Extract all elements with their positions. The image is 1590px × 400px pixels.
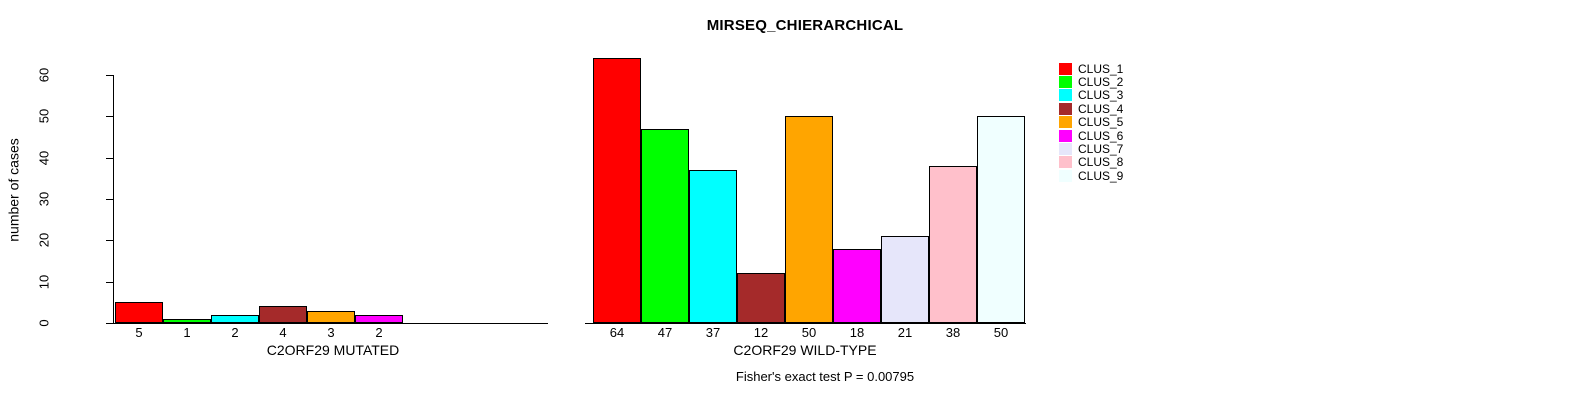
legend-item: CLUS_4 <box>1059 102 1123 115</box>
bar-label: 3 <box>327 325 335 340</box>
bar-label: 38 <box>945 325 961 340</box>
y-tick-label: 40 <box>36 150 52 166</box>
legend-item: CLUS_6 <box>1059 129 1123 142</box>
bar <box>737 273 785 323</box>
bar <box>593 58 641 323</box>
bar <box>259 306 307 323</box>
bar-label: 37 <box>705 325 721 340</box>
legend-item: CLUS_7 <box>1059 142 1124 157</box>
bar <box>689 170 737 323</box>
bar-label: 2 <box>231 325 239 340</box>
y-tick <box>106 323 113 324</box>
bar <box>355 315 403 323</box>
bar-label: 1 <box>183 325 191 340</box>
legend-label: CLUS_8 <box>1078 155 1124 170</box>
legend-swatch <box>1059 143 1072 156</box>
legend-label: CLUS_1 <box>1078 61 1124 76</box>
legend-label: CLUS_9 <box>1078 168 1124 183</box>
legend-item: CLUS_3 <box>1059 89 1123 102</box>
legend-swatch <box>1059 129 1072 142</box>
x-axis-title: C2ORF29 MUTATED <box>266 342 400 358</box>
legend-swatch <box>1059 169 1072 182</box>
bar-label: 18 <box>849 325 865 340</box>
legend-label: CLUS_7 <box>1078 142 1124 157</box>
bar-label: 4 <box>279 325 287 340</box>
legend-item: CLUS_1 <box>1059 62 1123 75</box>
legend-label: CLUS_5 <box>1078 115 1124 130</box>
bar <box>929 166 977 323</box>
stat-annotation: Fisher's exact test P = 0.00795 <box>735 369 915 384</box>
legend-item: CLUS_9 <box>1059 169 1123 182</box>
chart-title: MIRSEQ_CHIERARCHICAL <box>706 17 904 34</box>
y-tick-label: 0 <box>36 319 52 327</box>
bar <box>977 116 1025 323</box>
y-tick <box>106 240 113 241</box>
y-tick <box>106 282 113 283</box>
bar <box>881 236 929 323</box>
y-tick <box>106 158 113 159</box>
y-axis-title: number of cases <box>5 138 22 242</box>
y-tick-label: 60 <box>36 67 52 83</box>
legend-swatch <box>1059 116 1072 129</box>
bar <box>163 319 211 323</box>
legend-item: CLUS_8 <box>1059 156 1123 169</box>
bar <box>833 249 881 323</box>
bar-label: 5 <box>135 325 143 340</box>
bar <box>785 116 833 323</box>
legend-item: CLUS_5 <box>1059 116 1123 129</box>
legend-label: CLUS_4 <box>1078 101 1124 116</box>
legend-swatch <box>1059 156 1072 169</box>
y-tick <box>106 199 113 200</box>
legend: CLUS_1 CLUS_2 CLUS_3 CLUS_4 CLUS_5 CLUS_6 CLUS… <box>1059 62 1123 183</box>
bar-label: 12 <box>753 325 769 340</box>
bar-label: 2 <box>375 325 383 340</box>
legend-label: CLUS_2 <box>1078 75 1124 90</box>
y-tick <box>106 116 113 117</box>
bar <box>641 129 689 323</box>
y-axis-line <box>113 75 114 324</box>
legend-swatch <box>1059 62 1072 75</box>
legend-label: CLUS_6 <box>1078 128 1124 143</box>
legend-swatch <box>1059 76 1072 89</box>
y-tick <box>106 75 113 76</box>
y-tick-label: 50 <box>36 108 52 124</box>
legend-swatch <box>1059 89 1072 102</box>
bar <box>211 315 259 323</box>
bar-label: 50 <box>801 325 817 340</box>
y-tick-label: 20 <box>36 232 52 248</box>
bar-label: 21 <box>897 325 913 340</box>
x-axis-line <box>113 323 548 324</box>
bar-label: 47 <box>657 325 673 340</box>
bar-label: 50 <box>993 325 1009 340</box>
legend-item: CLUS_2 <box>1059 75 1124 90</box>
legend-swatch <box>1059 102 1072 115</box>
x-axis-line <box>585 323 1026 324</box>
legend-label: CLUS_3 <box>1078 88 1124 103</box>
bar <box>307 311 355 323</box>
bar-label: 64 <box>609 325 625 340</box>
y-tick-label: 30 <box>36 191 52 207</box>
x-axis-title: C2ORF29 WILD-TYPE <box>733 342 877 358</box>
bar <box>115 302 163 323</box>
y-tick-label: 10 <box>36 274 52 290</box>
